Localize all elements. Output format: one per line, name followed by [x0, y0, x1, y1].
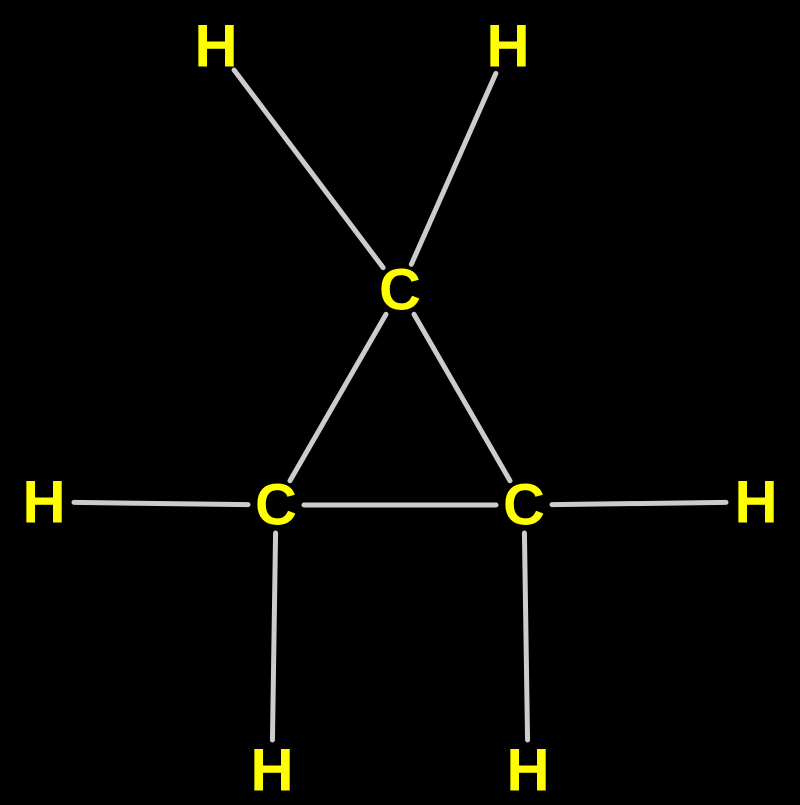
hydrogen-atom: H	[22, 468, 65, 537]
hydrogen-atom: H	[250, 736, 293, 805]
hydrogen-atom: H	[194, 12, 237, 81]
bond-line	[411, 73, 496, 264]
carbon-atom: C	[255, 472, 297, 539]
bond-line	[290, 314, 386, 480]
bond-line	[414, 314, 510, 480]
bond-layer	[0, 0, 800, 800]
bond-line	[524, 533, 527, 740]
carbon-atom: C	[379, 257, 421, 324]
hydrogen-atom: H	[734, 468, 777, 537]
bond-line	[272, 533, 275, 740]
bond-line	[74, 502, 248, 504]
hydrogen-atom: H	[486, 12, 529, 81]
bond-line	[552, 502, 726, 504]
carbon-atom: C	[503, 472, 545, 539]
bond-line	[234, 70, 383, 268]
hydrogen-atom: H	[506, 736, 549, 805]
